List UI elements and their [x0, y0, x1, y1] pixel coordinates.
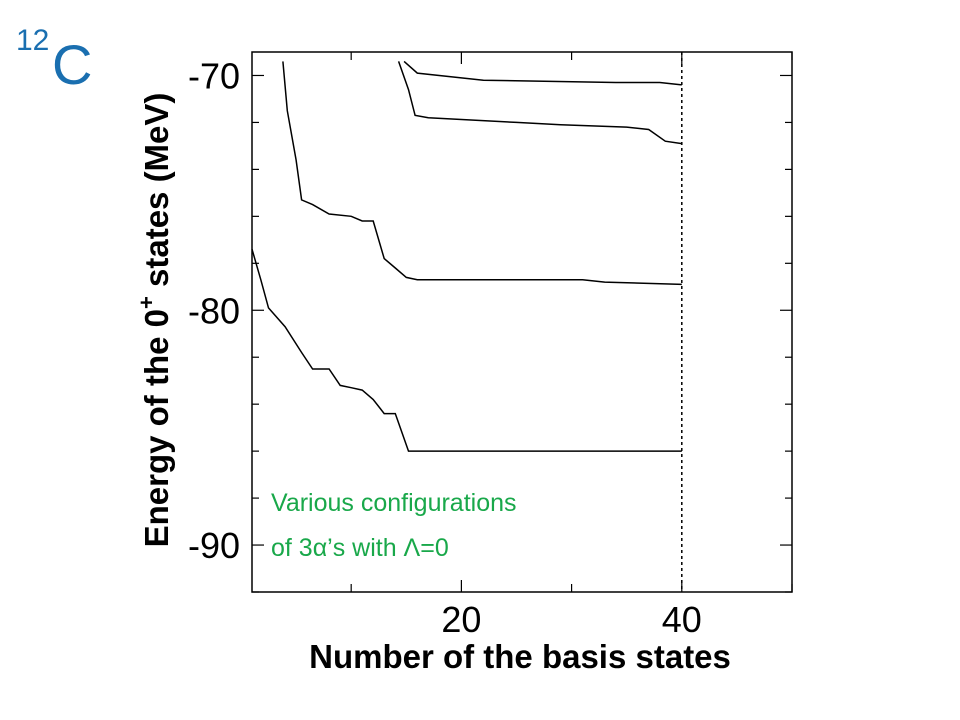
x-tick-label: 40 — [662, 599, 702, 640]
x-axis-title: Number of the basis states — [309, 638, 731, 675]
y-tick-label: -80 — [188, 290, 240, 331]
energy-level-line-1 — [251, 248, 682, 452]
plot-frame — [251, 51, 793, 593]
annotation-line-2: of 3α’s with Λ=0 — [271, 534, 449, 562]
lines-layer — [251, 60, 682, 452]
x-tick-label: 20 — [441, 599, 481, 640]
annotation-line-1: Various configurations — [271, 489, 517, 517]
y-axis-title-pre: Energy of the 0 — [138, 309, 175, 547]
nucleus-label-svg: 12 C — [16, 24, 92, 96]
element-symbol: C — [52, 33, 92, 88]
y-axis-title-sup: + — [134, 296, 159, 309]
y-axis-title-post: states (MeV) — [138, 93, 175, 297]
tick-labels-layer: 20 40 -70 -80 -90 — [188, 55, 702, 640]
mass-number: 12 — [16, 24, 49, 57]
y-axis-title: Energy of the 0+ states (MeV) — [134, 93, 175, 548]
y-tick-label: -90 — [188, 525, 240, 566]
energy-level-line-2 — [282, 61, 682, 286]
y-tick-label: -70 — [188, 55, 240, 96]
energy-level-line-3 — [397, 61, 682, 145]
energy-level-line-4 — [403, 60, 682, 86]
nucleus-label: 12 C — [14, 18, 114, 96]
